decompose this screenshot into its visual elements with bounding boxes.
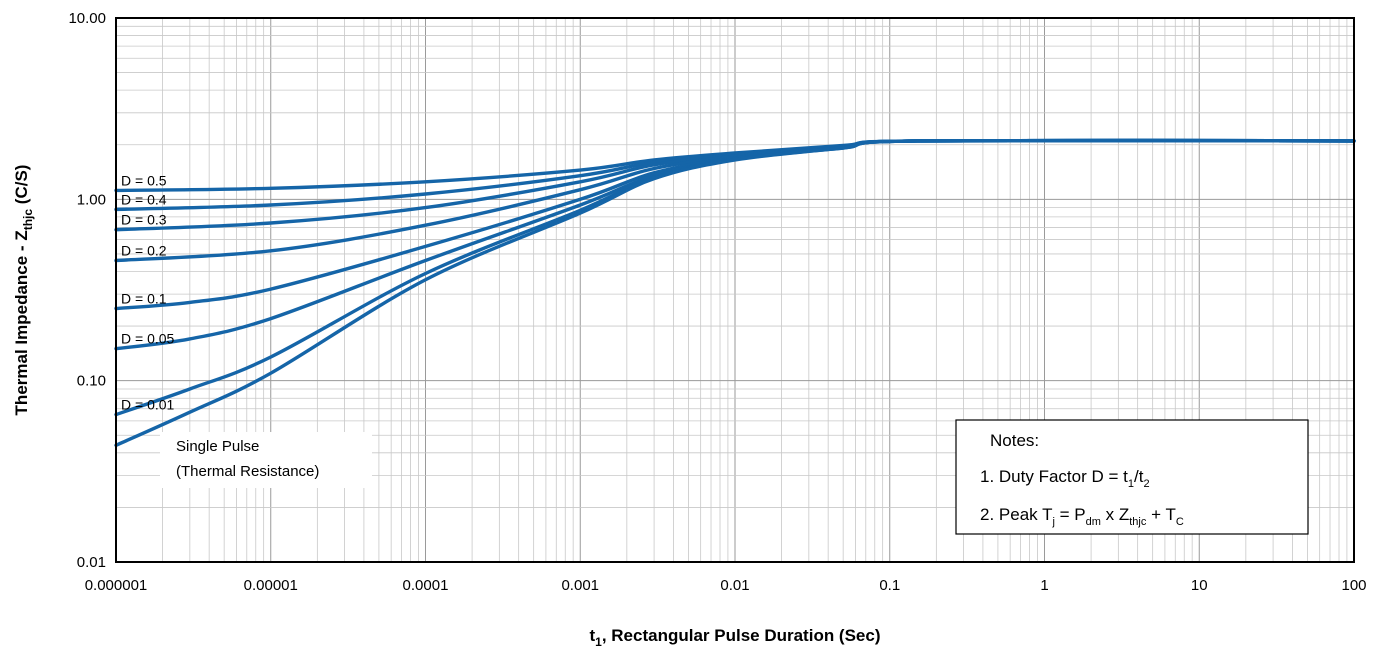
x-axis-title-t: t <box>589 626 595 645</box>
duty-label: D = 0.01 <box>121 397 175 413</box>
notes-line1-sub-1: 1 <box>1128 478 1134 490</box>
duty-labels: D = 0.5 D = 0.4 D = 0.3 D = 0.2 D = 0.1 D = 0… <box>121 172 175 412</box>
x-tick-label: 10 <box>1191 577 1208 594</box>
y-tick-label: 0.10 <box>77 373 106 390</box>
curves <box>114 138 1356 447</box>
notes-line2-part-c: x Z <box>1101 505 1129 524</box>
notes-line2-sub-j: j <box>1051 516 1054 528</box>
duty-label: D = 0.1 <box>121 291 167 307</box>
x-tick-label: 1 <box>1040 577 1048 594</box>
x-tick-label: 0.1 <box>879 577 900 594</box>
duty-label: D = 0.3 <box>121 212 167 228</box>
duty-label: D = 0.2 <box>121 242 167 258</box>
notes-line2-part-d: + T <box>1146 505 1175 524</box>
notes-line1-sub-2: 2 <box>1143 478 1149 490</box>
notes-frame <box>955 419 1309 535</box>
y-tick-label: 10.00 <box>68 10 106 27</box>
grid <box>115 17 1355 563</box>
y-axis-title-sub: thjc <box>21 209 35 231</box>
notes-box: Notes: 1. Duty Factor D = t1/t2 2. Peak … <box>955 419 1309 535</box>
y-axis-title-part-b: (C/S) <box>12 165 31 209</box>
notes-line2-sub-dm: dm <box>1086 516 1101 528</box>
y-tick-labels: 0.01 0.10 1.00 10.00 <box>68 10 106 571</box>
curve-single-pulse <box>114 138 1356 447</box>
duty-label: D = 0.4 <box>121 191 167 207</box>
y-tick-label: 1.00 <box>77 191 106 208</box>
x-tick-label: 0.001 <box>561 577 599 594</box>
x-tick-label: 0.00001 <box>244 577 298 594</box>
x-axis-title: t1, Rectangular Pulse Duration (Sec) <box>589 626 880 649</box>
notes-title: Notes: <box>990 431 1039 450</box>
x-tick-label: 0.0001 <box>403 577 449 594</box>
notes-line2: 2. Peak Tj = Pdm x Zthjc + TC <box>980 505 1184 528</box>
notes-line1-part-b: /t <box>1134 467 1144 486</box>
x-axis-title-rest: , Rectangular Pulse Duration (Sec) <box>602 626 881 645</box>
y-axis-title-part-a: Thermal Impedance - Z <box>12 230 31 415</box>
y-tick-label: 0.01 <box>77 554 106 571</box>
y-axis-title: Thermal Impedance - Zthjc (C/S) <box>12 165 35 416</box>
notes-line2-part-a: 2. Peak T <box>980 505 1052 524</box>
x-axis-title-sub: 1 <box>595 635 602 649</box>
notes-line1: 1. Duty Factor D = t1/t2 <box>980 467 1150 490</box>
single-pulse-line2: (Thermal Resistance) <box>176 463 319 480</box>
plot-frame <box>115 17 1355 563</box>
single-pulse-box <box>160 432 372 488</box>
notes-line2-sub-c: C <box>1176 516 1184 528</box>
x-tick-label: 100 <box>1341 577 1366 594</box>
notes-line2-sub-thjc: thjc <box>1129 516 1147 528</box>
x-tick-label: 0.000001 <box>85 577 148 594</box>
duty-label: D = 0.05 <box>121 331 175 347</box>
x-tick-label: 0.01 <box>720 577 749 594</box>
notes-line1-part-a: 1. Duty Factor D = t <box>980 467 1128 486</box>
duty-label: D = 0.5 <box>121 172 167 188</box>
notes-line2-part-b: = P <box>1055 505 1086 524</box>
single-pulse-annotation: Single Pulse (Thermal Resistance) <box>160 432 372 488</box>
single-pulse-line1: Single Pulse <box>176 438 259 455</box>
x-tick-labels: 0.000001 0.00001 0.0001 0.001 0.01 0.1 1 10 100 <box>85 577 1367 594</box>
